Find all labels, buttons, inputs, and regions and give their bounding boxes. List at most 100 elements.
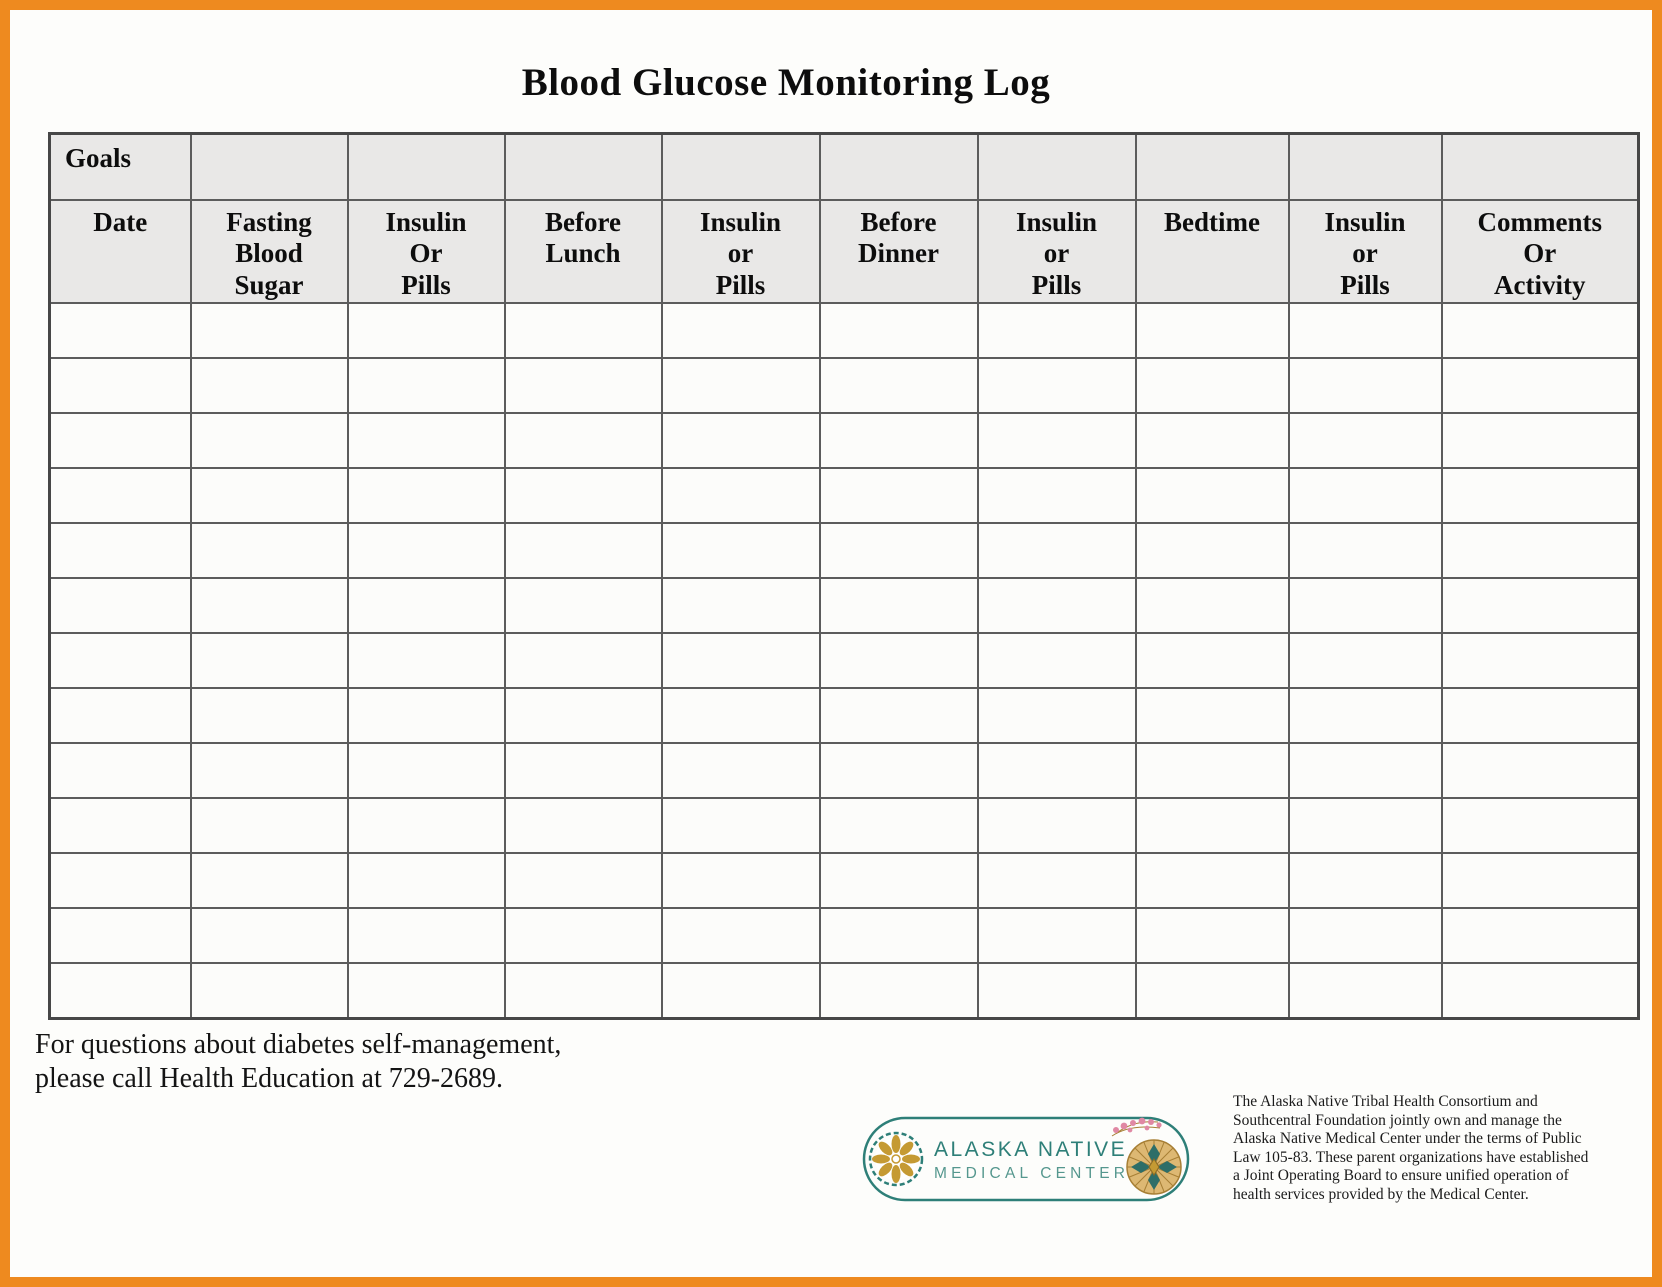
log-cell: [48, 302, 192, 360]
log-cell: [818, 412, 979, 470]
log-cell: [503, 357, 663, 415]
log-cell: [1287, 357, 1443, 415]
log-cell: [976, 742, 1137, 800]
goals-row: Goals: [48, 132, 1640, 201]
log-cell: [660, 907, 821, 965]
log-cell: [189, 302, 349, 360]
column-header: Insulin Or Pills: [346, 198, 506, 305]
log-cell: [189, 852, 349, 910]
log-cell: [1287, 412, 1443, 470]
log-cell: [189, 412, 349, 470]
log-cell: [503, 522, 663, 580]
log-cell: [189, 467, 349, 525]
log-cell: [818, 467, 979, 525]
log-cell: [48, 577, 192, 635]
log-cell: [1134, 357, 1290, 415]
log-cell: [660, 962, 821, 1020]
glucose-log-table: Goals Date Fasting Blood Sugar Insulin Or P…: [48, 132, 1640, 1020]
log-row: [48, 357, 1640, 415]
log-cell: [1287, 632, 1443, 690]
log-cell: [818, 907, 979, 965]
log-cell: [660, 357, 821, 415]
log-cell: [1440, 797, 1640, 855]
log-cell: [1287, 577, 1443, 635]
column-header: Fasting Blood Sugar: [189, 198, 349, 305]
log-cell: [976, 632, 1137, 690]
log-cell: [976, 907, 1137, 965]
log-cell: [189, 797, 349, 855]
log-cell: [1134, 687, 1290, 745]
log-cell: [346, 852, 506, 910]
log-cell: [1440, 467, 1640, 525]
log-cell: [503, 577, 663, 635]
log-cell: [818, 687, 979, 745]
log-cell: [1287, 797, 1443, 855]
log-cell: [1440, 522, 1640, 580]
log-cell: [346, 962, 506, 1020]
log-cell: [818, 742, 979, 800]
log-row: [48, 412, 1640, 470]
column-header: Insulin or Pills: [660, 198, 821, 305]
goals-empty-cell: [1134, 132, 1290, 201]
log-cell: [1134, 302, 1290, 360]
log-cell: [1287, 522, 1443, 580]
footer-note-line2: please call Health Education at 729-2689…: [35, 1063, 504, 1095]
log-cell: [1287, 467, 1443, 525]
goals-empty-cell: [660, 132, 821, 201]
log-cell: [818, 797, 979, 855]
log-cell: [48, 852, 192, 910]
logo-pill-outline: [862, 1116, 1190, 1202]
log-cell: [346, 742, 506, 800]
log-cell: [1134, 522, 1290, 580]
log-cell: [660, 522, 821, 580]
log-cell: [503, 687, 663, 745]
log-cell: [976, 357, 1137, 415]
log-row: [48, 687, 1640, 745]
log-row: [48, 852, 1640, 910]
log-cell: [660, 302, 821, 360]
log-cell: [1440, 687, 1640, 745]
log-cell: [189, 962, 349, 1020]
logo-wordmark-line1: ALASKA NATIVE: [934, 1138, 1127, 1161]
logo-wordmark-line2: MEDICAL CENTER: [934, 1165, 1129, 1182]
header-row: Date Fasting Blood Sugar Insulin Or Pills B…: [48, 198, 1640, 305]
log-cell: [1287, 687, 1443, 745]
log-cell: [1134, 852, 1290, 910]
log-row: [48, 467, 1640, 525]
page-title: Blood Glucose Monitoring Log: [521, 61, 1051, 104]
log-cell: [503, 907, 663, 965]
column-header: Date: [48, 198, 192, 305]
log-cell: [503, 467, 663, 525]
log-cell: [818, 962, 979, 1020]
log-cell: [1134, 577, 1290, 635]
log-cell: [660, 797, 821, 855]
log-row: [48, 632, 1640, 690]
log-cell: [1440, 962, 1640, 1020]
log-cell: [503, 302, 663, 360]
goals-empty-cell: [1287, 132, 1443, 201]
log-cell: [660, 852, 821, 910]
goals-empty-cell: [976, 132, 1137, 201]
log-cell: [189, 632, 349, 690]
log-cell: [48, 687, 192, 745]
column-header: Insulin or Pills: [1287, 198, 1443, 305]
log-cell: [660, 742, 821, 800]
log-row: [48, 302, 1640, 360]
log-cell: [48, 907, 192, 965]
log-cell: [1287, 962, 1443, 1020]
legal-paragraph: The Alaska Native Tribal Health Consorti…: [1233, 1093, 1589, 1203]
log-cell: [189, 522, 349, 580]
log-cell: [1134, 962, 1290, 1020]
column-header: Before Dinner: [818, 198, 979, 305]
footer-note-line1: For questions about diabetes self-manage…: [35, 1029, 562, 1060]
log-cell: [346, 632, 506, 690]
log-cell: [346, 522, 506, 580]
log-cell: [1287, 852, 1443, 910]
log-cell: [976, 412, 1137, 470]
goals-empty-cell: [1440, 132, 1640, 201]
log-cell: [189, 687, 349, 745]
log-cell: [503, 632, 663, 690]
goals-empty-cell: [818, 132, 979, 201]
log-row: [48, 907, 1640, 965]
